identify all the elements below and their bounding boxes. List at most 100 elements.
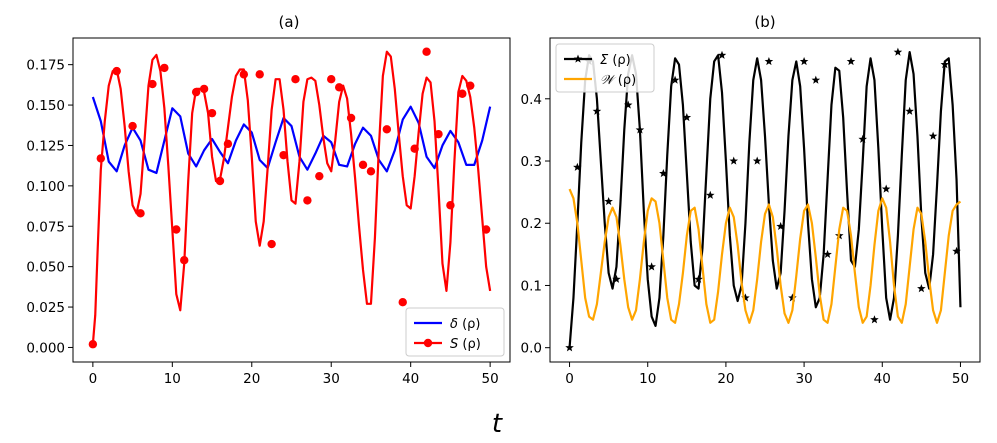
legend-label: 𝒲 (ρ) [600,73,636,88]
data-point [180,255,189,265]
data-point [858,134,868,143]
data-point [682,112,692,122]
data-point [279,150,288,160]
x-tick-label: 10 [639,371,656,387]
data-point [358,160,368,170]
data-point [952,246,961,255]
x-tick-label: 0 [89,371,98,387]
axes-frame [72,37,511,363]
panel-a-title: (a) [279,13,300,31]
data-point [255,70,264,79]
panel-b-axes: 0 10 20 30 40 50 0.0 0.1 0.2 0.3 0.4 [521,37,981,387]
data-point [659,168,668,178]
y-tick-label: 0.175 [26,58,65,74]
data-point [446,201,455,210]
data-point [928,131,938,140]
legend-marker [423,338,433,348]
data-point [612,274,621,283]
data-point [172,225,181,234]
data-point [635,125,645,134]
data-point [705,190,715,199]
x-tick-label: 40 [402,371,419,387]
data-point [398,298,407,307]
panel-a-axes: 0 10 20 30 40 50 0.000 0.025 0.050 0.075 0.100 0.12… [26,37,511,387]
x-tick-label: 40 [874,371,891,387]
y-tick-label: 0.075 [26,219,65,235]
data-point [846,56,856,66]
data-point [623,100,633,109]
data-point [670,75,680,84]
x-axis-label: t [492,409,503,439]
y-tick-label: 0.050 [26,260,65,276]
data-point [291,75,300,84]
data-point [764,56,774,66]
legend-marker [573,54,583,63]
data-point [239,70,249,79]
data-point [96,154,106,163]
y-tick-label: 0.0 [521,341,542,357]
panel-a: (a) 0 10 20 30 40 50 0.000 0.025 0.050 0.075 0.100… [26,13,511,387]
x-tick-label: 10 [164,371,181,387]
data-point [823,249,832,258]
x-tick-label: 20 [243,371,260,387]
axes-frame [549,37,981,363]
data-point [199,84,209,94]
data-point [565,343,574,352]
data-point [729,156,739,165]
data-point [741,293,750,302]
data-point [160,63,169,73]
panel-b-title: (b) [754,13,775,31]
data-point [752,156,762,165]
x-tick-label: 50 [482,371,499,387]
panel-a-legend: δ (ρ) S (ρ) [405,307,505,357]
y-tick-label: 0.4 [521,92,542,108]
x-tick-label: 30 [795,371,812,387]
series-second-b [568,188,962,324]
data-point [592,106,602,115]
y-tick-label: 0.125 [26,138,65,154]
data-point [346,113,356,123]
series-line [91,50,492,345]
data-point [870,315,879,324]
y-tick-label: 0.025 [26,300,65,316]
data-point [647,262,656,271]
legend-label: Σ (ρ) [600,53,631,68]
data-point [207,108,217,118]
data-point [940,60,950,69]
data-point [893,47,903,56]
series-line [91,96,492,175]
data-point [191,87,201,97]
data-point [410,144,419,153]
series-second-a [88,47,492,349]
x-tick-label: 30 [323,371,340,387]
data-point [604,196,613,206]
data-point [88,340,98,349]
series-line [568,188,962,324]
data-point [366,167,376,176]
data-point [334,83,344,92]
data-point [466,81,475,90]
data-point [382,125,392,134]
data-point [112,66,121,76]
data-point [799,56,809,66]
panel-b-legend: Σ (ρ) 𝒲 (ρ) [555,43,655,93]
legend-label: S (ρ) [450,337,481,352]
data-point [148,79,157,89]
series-first-a [91,96,492,175]
data-point [267,239,276,249]
data-point [917,284,926,293]
data-point [327,75,336,84]
data-point [811,75,821,84]
data-point [422,47,431,56]
data-point [881,184,891,193]
y-tick-label: 0.2 [521,216,542,232]
data-point [136,209,145,218]
y-tick-label: 0.3 [521,154,542,170]
data-point [303,196,312,205]
data-point [776,221,785,230]
data-point [573,162,582,171]
x-tick-label: 50 [952,371,969,387]
data-point [434,129,443,139]
data-point [458,89,467,98]
